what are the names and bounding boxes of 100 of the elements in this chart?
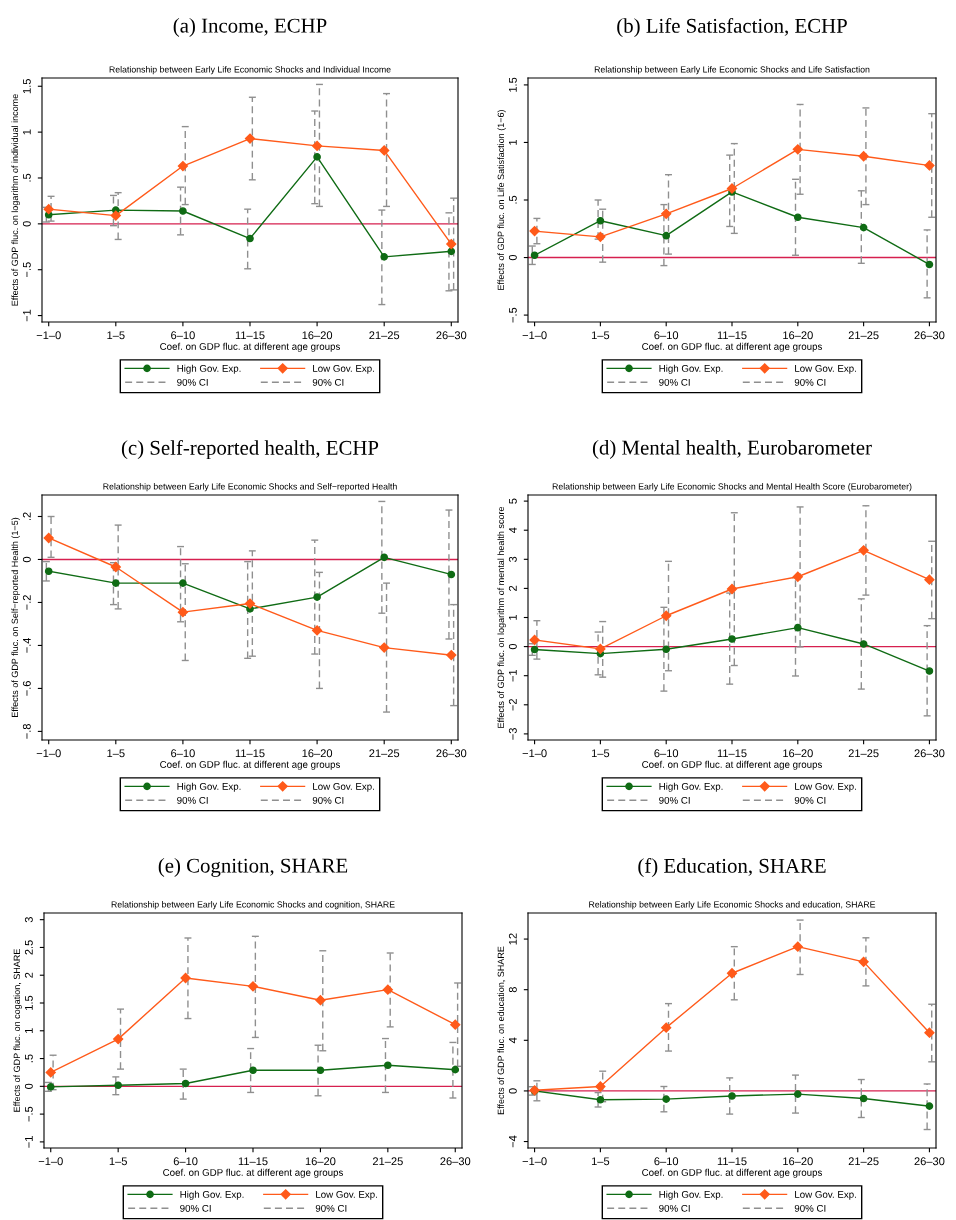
- chart-title: (b) Life Satisfaction, ECHP: [617, 18, 847, 38]
- legend-label: Low Gov. Exp.: [795, 782, 856, 792]
- y-tick-label: 1.5: [509, 77, 517, 92]
- legend-label: High Gov. Exp.: [180, 1190, 244, 1200]
- legend-label: High Gov. Exp.: [659, 1190, 723, 1200]
- x-tick-label: 11–15: [235, 331, 265, 340]
- legend-label: Low Gov. Exp.: [316, 1190, 377, 1200]
- chart-title: (d) Mental health, Eurobarometer: [592, 440, 872, 459]
- x-tick-label: 11–15: [238, 1157, 268, 1166]
- legend-label: High Gov. Exp.: [659, 364, 723, 374]
- x-tick-label: 1–5: [107, 749, 125, 758]
- text: 90% CI: [659, 796, 690, 804]
- y-tick-label: .5: [509, 195, 517, 204]
- legend-label: High Gov. Exp.: [659, 782, 723, 792]
- y-tick-label: 1: [25, 1028, 33, 1034]
- y-tick-label: .2: [22, 512, 31, 521]
- chart-subtitle: Relationship between Early Life Economic Shocks and cognition, SHARE: [111, 901, 395, 910]
- text: 90% CI: [659, 1204, 690, 1212]
- x-tick-label: 26–30: [914, 331, 945, 340]
- x-tick-label: −1–0: [522, 749, 547, 758]
- y-tick-label: 3: [24, 917, 33, 923]
- chart-title: (e) Cognition, SHARE: [158, 858, 348, 877]
- y-tick-label: 1: [23, 129, 31, 135]
- y-tick-label: 2: [24, 972, 33, 978]
- x-tick-label: 11–15: [235, 749, 265, 758]
- y-tick-label: −.5: [25, 1106, 33, 1122]
- x-tick-label: −1–0: [522, 331, 547, 340]
- x-tick-label: −1–0: [36, 749, 61, 758]
- x-tick-label: 6–10: [171, 331, 195, 340]
- text: 90% CI: [180, 1204, 211, 1212]
- x-tick-label: 6–10: [654, 1157, 679, 1166]
- x-tick-label: −1–0: [36, 331, 61, 340]
- text: 90% CI: [794, 1204, 826, 1212]
- y-tick-label: −1: [509, 669, 517, 682]
- legend-label: High Gov. Exp.: [177, 782, 241, 792]
- x-tick-label: 26–30: [914, 749, 945, 758]
- x-tick-label: 16–20: [783, 331, 813, 340]
- x-tick-label: 11–15: [717, 749, 747, 758]
- x-axis-title: Coef. on GDP fluc. at different age groups: [163, 1168, 344, 1178]
- y-tick-label: −.8: [22, 724, 31, 739]
- y-axis-title: Effects of GDP fluc. on education, SHARE: [497, 946, 506, 1115]
- text: 90% CI: [177, 796, 208, 804]
- chart-title: (c) Self-reported health, ECHP: [121, 440, 379, 460]
- x-tick-label: 1–5: [591, 1157, 610, 1166]
- legend-label: High Gov. Exp.: [177, 364, 241, 374]
- legend-label: Low Gov. Exp.: [795, 1190, 856, 1200]
- legend-label: Low Gov. Exp.: [795, 364, 856, 374]
- text: 90% CI: [659, 378, 690, 386]
- x-tick-label: 26–30: [436, 331, 467, 340]
- y-tick-label: −.5: [509, 307, 517, 323]
- x-tick-label: 6–10: [654, 331, 679, 340]
- x-tick-label: 1–5: [591, 749, 610, 758]
- y-tick-label: 5: [509, 498, 517, 504]
- y-axis-title: Effects of GDP fluc. on cogation, SHARE: [13, 949, 22, 1112]
- y-tick-label: 0: [24, 1083, 33, 1089]
- text: 90% CI: [794, 378, 826, 386]
- y-axis-title: Effects of GDP fluc. on Self−reported Health (1−5): [11, 517, 20, 717]
- y-tick-label: 0: [508, 643, 517, 650]
- y-axis-title: Effects of GDP fluc. on logarithm of mental health score: [497, 506, 506, 728]
- x-tick-label: 16–20: [302, 331, 333, 340]
- y-tick-label: 0: [508, 254, 517, 261]
- text: 90% CI: [312, 378, 344, 386]
- y-tick-label: .5: [23, 173, 31, 182]
- x-tick-label: 6–10: [173, 1157, 198, 1166]
- x-tick-label: 6–10: [654, 749, 679, 758]
- y-tick-label: 1: [509, 139, 517, 145]
- text: 90% CI: [794, 796, 826, 804]
- x-tick-label: −1–0: [38, 1157, 63, 1166]
- x-tick-label: 16–20: [783, 1157, 813, 1166]
- text: 90% CI: [312, 796, 344, 804]
- x-tick-label: 26–30: [440, 1157, 471, 1166]
- x-tick-label: 21–25: [369, 749, 400, 758]
- x-tick-label: 1–5: [591, 331, 610, 340]
- y-axis-title: Effects of GDP fluc. on Life Satisfaction (1−6): [497, 110, 506, 290]
- x-tick-label: 1–5: [107, 331, 125, 340]
- x-tick-label: 6–10: [171, 749, 195, 758]
- y-tick-label: −1: [23, 309, 31, 322]
- x-tick-label: 21–25: [848, 1157, 879, 1166]
- y-tick-label: 2: [508, 585, 517, 591]
- x-tick-label: 16–20: [302, 749, 333, 758]
- y-tick-label: −.2: [22, 595, 31, 610]
- chart-subtitle: Relationship between Early Life Economic Shocks and Self−reported Health: [103, 483, 397, 492]
- x-tick-label: 11–15: [717, 331, 747, 340]
- x-tick-label: 16–20: [305, 1157, 336, 1166]
- chart-subtitle: Relationship between Early Life Economic Shocks and Life Satisfaction: [594, 66, 870, 75]
- x-axis-title: Coef. on GDP fluc. at different age groups: [160, 760, 341, 770]
- y-tick-label: −.6: [22, 681, 31, 696]
- y-tick-label: −4: [509, 1135, 517, 1148]
- y-tick-label: 1: [509, 614, 517, 620]
- chart-title: (a) Income, ECHP: [173, 18, 327, 37]
- y-tick-label: −2: [508, 699, 517, 711]
- y-tick-label: 0: [22, 556, 31, 563]
- y-tick-label: .5: [25, 1054, 33, 1063]
- y-axis-title: Effects of GDP fluc. on logarithm of individual income: [11, 94, 20, 306]
- x-tick-label: 16–20: [783, 749, 813, 758]
- y-tick-label: −.4: [23, 637, 31, 653]
- text: 90% CI: [315, 1204, 347, 1212]
- x-tick-label: 21–25: [848, 749, 879, 758]
- x-axis-title: Coef. on GDP fluc. at different age groups: [642, 760, 823, 770]
- y-tick-label: 8: [508, 987, 517, 993]
